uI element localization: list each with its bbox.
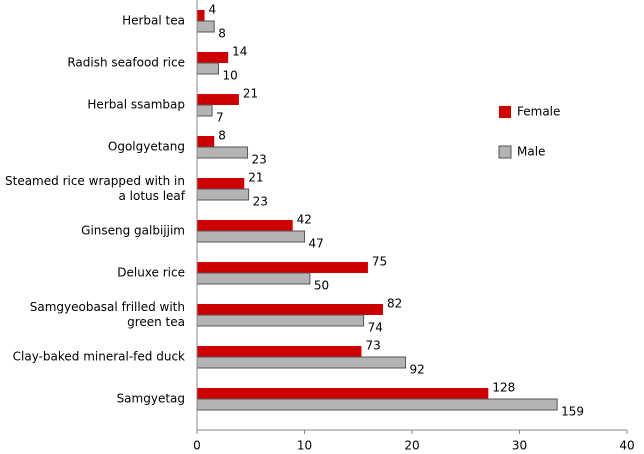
bar <box>196 230 305 243</box>
y-tick-label: Herbal ssambap <box>87 97 185 112</box>
y-tick-label: Radish seafood rice <box>67 55 185 70</box>
data-label: 159 <box>561 405 584 419</box>
data-label: 42 <box>297 213 312 227</box>
y-tick-label: Clay-baked mineral-fed duck <box>12 349 185 364</box>
x-tick-label: 20 <box>404 439 419 453</box>
bar <box>197 262 368 273</box>
data-label: 128 <box>492 381 515 395</box>
data-label: 23 <box>252 153 267 167</box>
bar <box>197 52 229 63</box>
y-tick-label: Samgyeobasal frilled with green tea <box>29 300 185 329</box>
y-tick-label: Steamed rice wrapped with in a lotus lea… <box>5 174 185 203</box>
legend-swatch <box>499 106 511 118</box>
x-tick-label: 0 <box>193 439 201 453</box>
bar <box>196 314 365 327</box>
legend-swatch <box>498 145 512 159</box>
x-tick-label: 10 <box>297 439 312 453</box>
bar <box>196 104 213 117</box>
data-label: 21 <box>243 87 258 101</box>
x-tick-label: 30 <box>512 439 527 453</box>
y-tick-label: Herbal tea <box>122 13 185 28</box>
bar <box>196 188 250 201</box>
y-tick-label: Deluxe rice <box>117 265 185 280</box>
bar <box>197 220 293 231</box>
bar <box>197 136 215 147</box>
data-label: 50 <box>314 279 329 293</box>
data-label: 47 <box>309 237 324 251</box>
legend-label: Female <box>517 105 560 119</box>
bar <box>196 62 219 75</box>
bar <box>196 398 558 411</box>
data-label: 21 <box>248 171 263 185</box>
bar <box>197 94 239 105</box>
y-tick-label: Ginseng galbijjim <box>81 223 185 238</box>
data-label: 75 <box>372 255 387 269</box>
bar <box>197 346 362 357</box>
bar <box>196 356 407 369</box>
y-tick-label: Samgyetag <box>116 391 185 406</box>
data-label: 74 <box>368 321 383 335</box>
bar <box>197 304 383 315</box>
data-label: 92 <box>410 363 425 377</box>
bar <box>196 272 311 285</box>
bar <box>197 178 245 189</box>
y-tick-label: Ogolgyetang <box>107 139 185 154</box>
bar <box>197 388 489 399</box>
data-label: 8 <box>218 129 226 143</box>
data-label: 10 <box>223 69 238 83</box>
data-label: 14 <box>232 45 247 59</box>
data-label: 23 <box>253 195 268 209</box>
data-label: 8 <box>218 27 226 41</box>
data-label: 82 <box>387 297 402 311</box>
bar <box>196 146 249 159</box>
data-label: 7 <box>216 111 224 125</box>
data-label: 73 <box>365 339 380 353</box>
bar <box>196 20 215 33</box>
x-tick-label: 40 <box>619 439 634 453</box>
data-label: 4 <box>209 3 217 17</box>
legend-label: Male <box>517 145 545 159</box>
bar <box>197 10 205 21</box>
